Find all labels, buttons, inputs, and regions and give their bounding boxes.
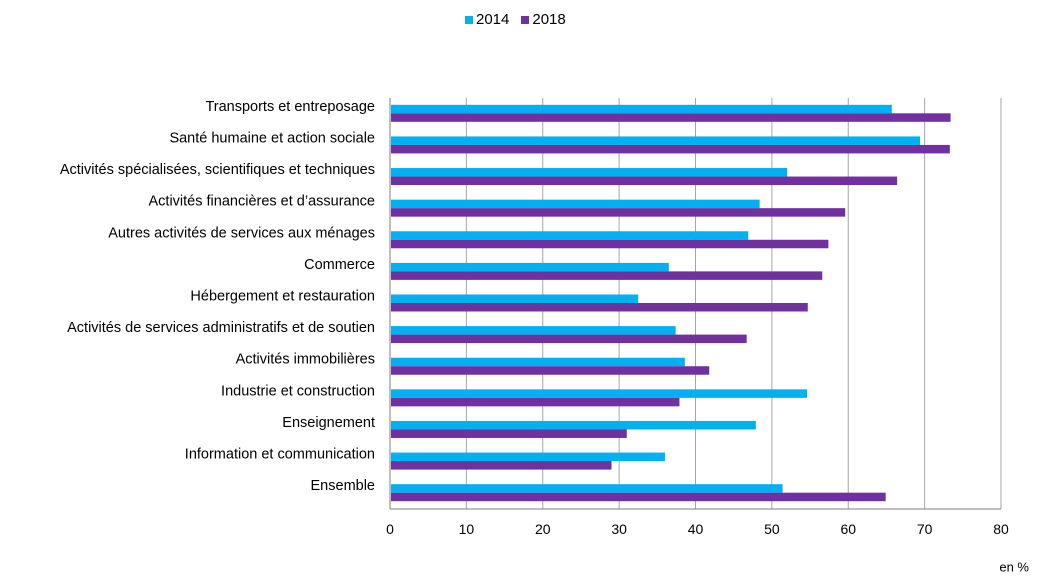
category-label-12: Ensemble [311,478,375,494]
bar-2018-1 [391,144,950,154]
bar-2018-9 [391,397,680,407]
bar-2018-12 [391,492,886,502]
bar-2014-6 [391,294,639,303]
bar-2018-0 [391,113,951,122]
bar-2018-7 [391,334,747,344]
bar-2018-2 [391,176,898,186]
bar-2014-12 [391,484,783,493]
x-tick-label-60: 60 [840,521,856,537]
bar-2014-4 [391,231,749,240]
category-label-3: Activités financières et d’assurance [149,194,375,210]
x-tick-label-50: 50 [764,521,780,537]
bar-2014-0 [391,104,892,114]
bar-2018-4 [391,239,829,249]
category-label-5: Commerce [304,257,375,273]
legend-swatch-2018 [521,15,530,24]
bar-2018-11 [391,461,612,470]
bar-2018-10 [391,429,627,438]
bar-2014-8 [391,357,685,367]
x-tick-label-80: 80 [993,521,1009,537]
bar-2014-9 [391,389,808,398]
unit-label: en % [999,559,1029,575]
bar-2014-5 [391,262,669,272]
bar-2018-8 [391,366,710,375]
legend-swatch-2014 [465,15,473,24]
bar-2014-11 [391,452,665,462]
bar-2014-1 [391,136,921,145]
chart-legend: 2014 2018 [465,11,566,28]
category-label-9: Industrie et construction [221,383,375,399]
category-label-8: Activités immobilières [236,352,375,368]
bar-2014-2 [391,168,788,177]
category-label-10: Enseignement [282,415,375,431]
bar-2018-5 [391,271,823,280]
bar-2018-3 [391,208,846,217]
x-tick-label-70: 70 [917,521,933,537]
x-tick-label-30: 30 [611,521,627,537]
category-label-7: Activités de services administratifs et … [67,320,375,336]
bar-2014-3 [391,199,760,209]
bar-2014-7 [391,326,676,335]
legend-item-2014: 2014 [465,11,509,28]
bar-2018-6 [391,303,808,312]
category-label-0: Transports et entreposage [205,99,375,115]
x-tick-label-10: 10 [459,521,475,537]
category-label-6: Hébergement et restauration [190,289,375,305]
category-label-1: Santé humaine et action sociale [169,130,375,146]
x-tick-label-0: 0 [386,521,394,537]
bar-2014-10 [391,420,756,430]
x-tick-label-40: 40 [688,521,704,537]
legend-label-2018: 2018 [532,11,566,28]
legend-item-2018: 2018 [521,11,566,28]
x-tick-label-20: 20 [535,521,551,537]
category-label-11: Information et communication [185,447,375,463]
category-label-2: Activités spécialisées, scientifiques et… [60,162,375,178]
legend-label-2014: 2014 [476,11,510,28]
category-label-4: Autres activités de services aux ménages [108,225,375,241]
